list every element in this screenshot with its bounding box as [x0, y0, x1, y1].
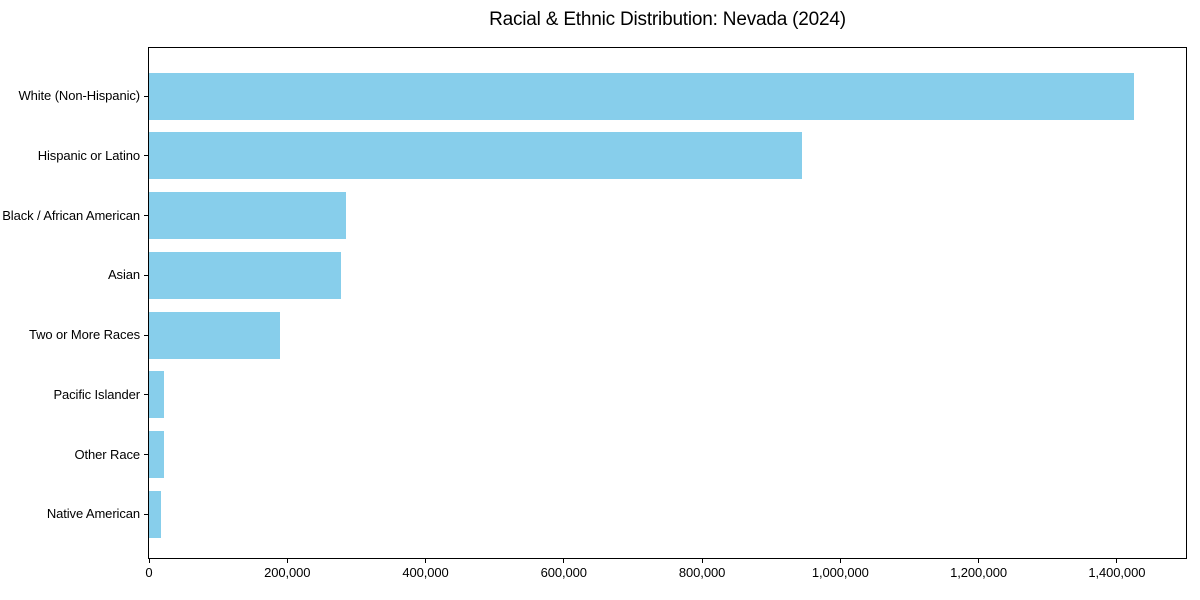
- y-tick-label: Hispanic or Latino: [37, 147, 140, 163]
- y-tick-mark: [144, 95, 148, 97]
- x-tick-label: 1,400,000: [1088, 565, 1146, 580]
- x-tick-mark: [701, 559, 703, 563]
- bar: [149, 431, 164, 479]
- y-tick-mark: [144, 513, 148, 515]
- bar: [149, 371, 164, 419]
- x-tick-label: 600,000: [540, 565, 587, 580]
- x-tick-mark: [839, 559, 841, 563]
- y-tick-mark: [144, 274, 148, 276]
- y-tick-mark: [144, 394, 148, 396]
- y-tick-mark: [144, 334, 148, 336]
- x-tick-label: 800,000: [678, 565, 726, 580]
- x-tick-mark: [148, 559, 150, 563]
- y-tick-label: White (Non-Hispanic): [18, 88, 140, 103]
- y-tick-label: Other Race: [74, 446, 141, 462]
- bar: [149, 311, 280, 359]
- bar: [149, 251, 341, 299]
- y-tick-label: Pacific Islander: [53, 386, 140, 402]
- y-tick-label: Two or More Races: [28, 327, 140, 343]
- plot-area: White (Non-Hispanic) Hispanic or Latino Bl…: [2, 47, 1187, 580]
- y-tick-label: Native American: [46, 506, 140, 522]
- x-tick-mark: [978, 559, 980, 563]
- bar: [149, 132, 802, 180]
- x-tick-mark: [286, 559, 288, 563]
- y-tick-mark: [144, 155, 148, 157]
- chart-title: Racial & Ethnic Distribution: Nevada (20…: [489, 9, 846, 30]
- bar: [149, 490, 161, 538]
- x-tick-label: 1,200,000: [950, 565, 1008, 580]
- y-tick-mark: [144, 215, 148, 217]
- x-tick-label: 400,000: [402, 565, 449, 580]
- x-tick-mark: [1116, 559, 1118, 563]
- x-tick-label: 1,000,000: [811, 565, 869, 580]
- x-tick-label: 200,000: [264, 565, 311, 580]
- x-tick-mark: [563, 559, 565, 563]
- y-tick-label: Asian: [107, 267, 140, 283]
- x-tick-label: 0: [145, 565, 153, 580]
- y-tick-label: Black / African American: [2, 207, 140, 223]
- bar: [149, 192, 346, 240]
- bar: [149, 72, 1134, 120]
- x-tick-mark: [425, 559, 427, 563]
- y-tick-mark: [144, 454, 148, 456]
